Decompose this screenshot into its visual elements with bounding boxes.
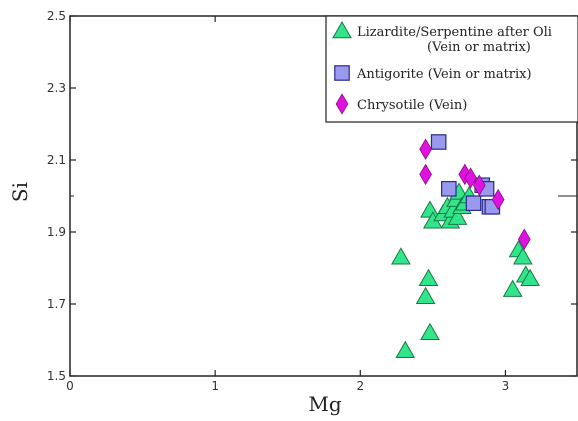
axis-ticks: 0 1 2 3 1.5 1.7 1.9 2.1 2.3 2.5 (47, 9, 577, 393)
y-tick-label: 1.9 (47, 225, 66, 239)
y-tick-label: 2.5 (47, 9, 66, 23)
diamond-point (419, 138, 432, 160)
triangle-point (418, 268, 439, 287)
diamond-point (517, 228, 531, 250)
triangle-point (395, 340, 416, 359)
y-tick-label: 1.7 (47, 297, 66, 311)
triangle-point (502, 279, 523, 297)
legend-label: Chrysotile (Vein) (357, 98, 467, 113)
x-tick-label: 2 (356, 379, 364, 393)
data-points (391, 134, 540, 359)
y-tick-label: 2.1 (47, 153, 66, 167)
square-point (430, 134, 447, 150)
triangle-point (520, 268, 540, 287)
triangle-point (420, 200, 440, 218)
legend-box (325, 15, 578, 123)
triangle-point (420, 322, 440, 341)
diamond-point (491, 188, 505, 211)
square-point (465, 195, 482, 211)
triangle-point (415, 286, 436, 305)
legend-label-line2: (Vein or matrix) (427, 40, 531, 55)
x-axis-title: Mg (308, 392, 341, 416)
diamond-point (464, 167, 477, 189)
x-tick-label: 1 (211, 379, 219, 393)
x-tick-label: 0 (66, 379, 74, 393)
y-axis-title: Si (8, 182, 32, 202)
legend-label: Antigorite (Vein or matrix) (356, 67, 532, 82)
triangle-point (447, 207, 468, 225)
square-point (441, 181, 457, 197)
legend-triangle-icon (332, 20, 352, 39)
diamond-point (419, 163, 432, 186)
y-tick-label: 2.3 (47, 81, 66, 95)
diamond-point (472, 174, 486, 196)
x-tick-label: 3 (502, 379, 510, 393)
triangle-point (512, 247, 533, 265)
legend-label: Lizardite/Serpentine after Oli (357, 25, 552, 40)
legend-square-icon (334, 65, 350, 81)
triangle-point (391, 247, 411, 265)
legend-diamond-icon (335, 93, 349, 115)
legend: Lizardite/Serpentine after Oli Antigorite… (325, 15, 578, 123)
y-tick-label: 1.5 (47, 369, 66, 383)
